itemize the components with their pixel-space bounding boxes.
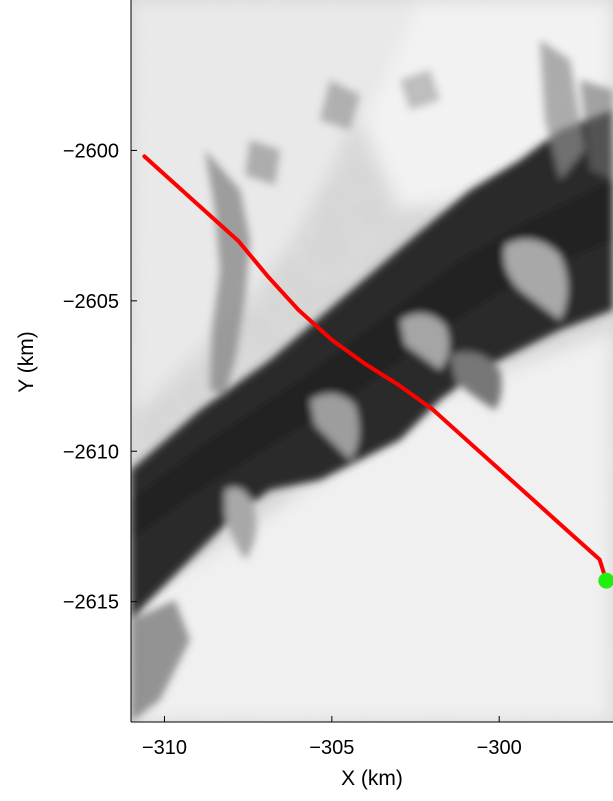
y-axis-ticks: −2600 −2605 −2610 −2615 <box>63 140 137 614</box>
track-line <box>142 154 609 583</box>
satellite-basemap <box>131 0 613 722</box>
x-tick-label: −310 <box>142 737 187 759</box>
track-layer <box>142 154 613 589</box>
x-axis-title: X (km) <box>341 767 403 790</box>
y-tick-label: −2600 <box>63 140 119 162</box>
x-tick-label: −300 <box>477 737 522 759</box>
x-tick-label: −305 <box>309 737 354 759</box>
y-tick-label: −2605 <box>63 291 119 313</box>
x-axis-ticks: −310 −305 −300 <box>142 716 522 759</box>
track-endpoint-marker <box>598 572 613 589</box>
y-tick-label: −2615 <box>63 592 119 614</box>
y-axis-title: Y (km) <box>15 331 38 392</box>
y-tick-label: −2610 <box>63 441 119 463</box>
